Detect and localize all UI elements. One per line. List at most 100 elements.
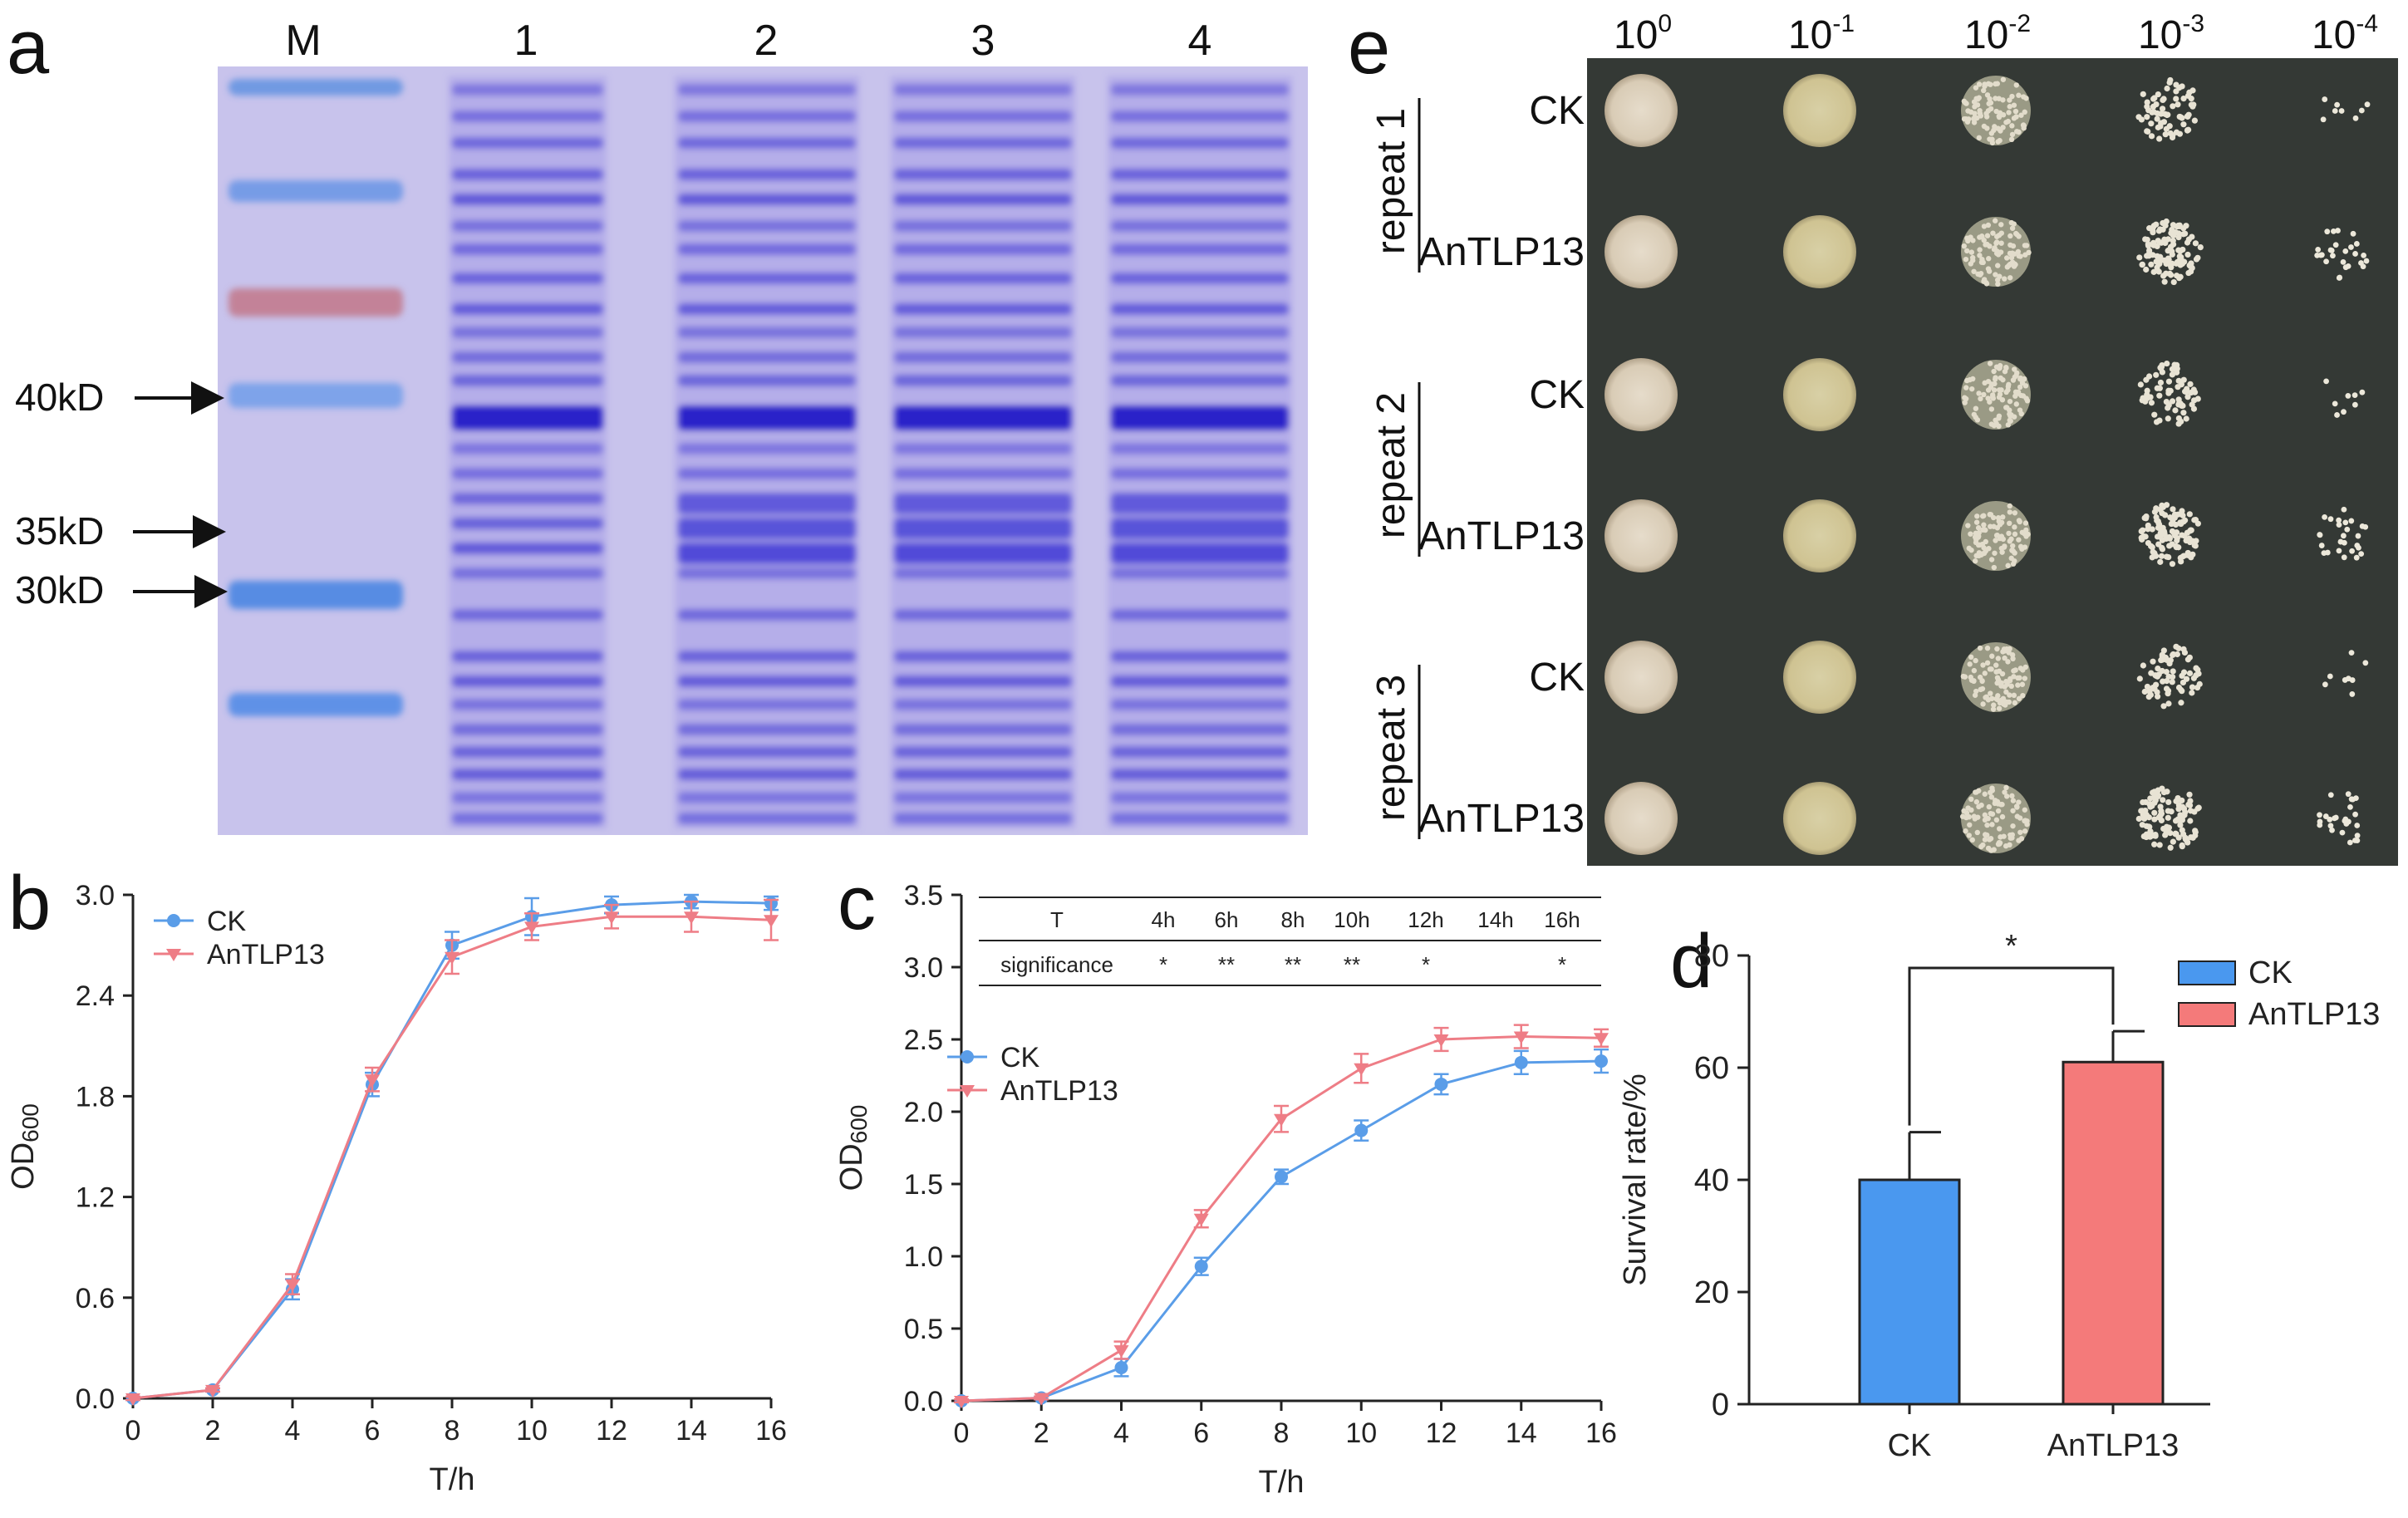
- yeast-spot-full: [1783, 782, 1856, 855]
- panel-d-label: d: [1670, 919, 1713, 1004]
- colony: [2002, 655, 2007, 661]
- colony: [1961, 98, 1967, 105]
- colony: [2337, 538, 2344, 545]
- colony: [2012, 700, 2018, 706]
- colony: [2322, 681, 2328, 688]
- x-tick-label: 6: [365, 1415, 381, 1447]
- colony: [2159, 667, 2165, 675]
- colony: [2167, 76, 2174, 84]
- colony: [1965, 523, 1971, 528]
- yeast-spot-full: [1605, 641, 1678, 714]
- dilution-label: 100: [1614, 10, 1672, 57]
- colony: [2189, 690, 2195, 696]
- colony: [1977, 253, 1983, 258]
- x-tick-label: 6: [1193, 1417, 1209, 1449]
- colony: [2169, 561, 2176, 567]
- protein-band: [1111, 675, 1289, 687]
- protein-band: [678, 220, 856, 232]
- protein-band: [1111, 194, 1289, 205]
- protein-band: [894, 675, 1072, 687]
- panel-b-label: b: [8, 861, 51, 946]
- colony: [2189, 264, 2195, 272]
- colony: [2170, 529, 2177, 536]
- x-tick-label: CK: [1888, 1428, 1932, 1463]
- table-significance: *: [1422, 952, 1430, 977]
- colony: [2194, 805, 2201, 812]
- colony: [2012, 558, 2017, 564]
- colony: [2348, 244, 2354, 250]
- colony: [2162, 131, 2169, 138]
- colony: [2143, 813, 2150, 819]
- x-tick-label: 16: [755, 1415, 787, 1447]
- lane-label-m: M: [285, 17, 321, 65]
- colony: [1993, 233, 2000, 239]
- colony: [1986, 256, 1992, 262]
- colony: [2145, 539, 2152, 547]
- colony: [1993, 81, 1998, 87]
- dilution-label: 10-4: [2312, 10, 2378, 57]
- colony: [1993, 817, 2000, 823]
- colony: [1982, 671, 1988, 676]
- colony: [2013, 82, 2019, 88]
- protein-band: [894, 327, 1072, 338]
- colony: [2314, 252, 2321, 258]
- colony: [2155, 787, 2161, 793]
- dilution-label: 10-1: [1788, 10, 1855, 57]
- colony: [2157, 803, 2164, 810]
- y-tick-label: 0.0: [76, 1383, 115, 1415]
- colony: [2141, 688, 2148, 695]
- colony: [1976, 391, 1982, 396]
- protein-band: [678, 609, 856, 621]
- colony: [2336, 517, 2342, 523]
- colony: [2178, 381, 2184, 388]
- colony: [2179, 246, 2186, 253]
- colony: [1981, 513, 1987, 518]
- colony: [2012, 510, 2018, 516]
- colony: [1992, 550, 1998, 556]
- colony: [1960, 673, 1967, 680]
- protein-band: [678, 194, 856, 205]
- colony: [2151, 809, 2158, 816]
- colony: [2145, 243, 2152, 249]
- legend-label: AnTLP13: [207, 939, 325, 970]
- colony: [1988, 406, 1995, 412]
- protein-band: [452, 327, 603, 338]
- colony: [2156, 135, 2163, 142]
- colony: [1968, 807, 1974, 813]
- dilution-exponent: -2: [2008, 10, 2031, 37]
- colony: [2155, 91, 2161, 98]
- colony: [2017, 666, 2024, 671]
- colony: [1977, 111, 1983, 116]
- colony: [1973, 405, 1979, 411]
- colony: [1968, 796, 1974, 803]
- colony: [2193, 665, 2199, 671]
- protein-band: [1111, 813, 1289, 824]
- yeast-spot-full: [1605, 782, 1678, 855]
- data-point: [1114, 1360, 1128, 1374]
- colony: [2320, 116, 2327, 123]
- colony: [1995, 808, 2002, 814]
- colony: [2327, 516, 2334, 523]
- colony: [2016, 695, 2022, 702]
- colony: [2010, 823, 2016, 829]
- colony: [2184, 386, 2190, 392]
- colony: [1988, 794, 1995, 800]
- colony: [2167, 243, 2175, 250]
- protein-band: [452, 699, 603, 710]
- colony: [2329, 827, 2335, 833]
- data-point: [1595, 1054, 1608, 1068]
- colony: [2175, 230, 2182, 237]
- legend-label: CK: [207, 906, 247, 937]
- colony: [1988, 557, 1995, 562]
- colony: [1968, 654, 1974, 661]
- colony: [1982, 837, 1988, 843]
- colony: [2335, 228, 2341, 233]
- colony: [2170, 517, 2176, 523]
- colony: [2359, 389, 2366, 395]
- marker-band: [229, 581, 403, 609]
- data-point: [1354, 1123, 1369, 1137]
- colony: [1989, 653, 1995, 659]
- colony: [1989, 695, 1995, 701]
- colony: [2318, 252, 2325, 258]
- colony: [1985, 266, 1992, 272]
